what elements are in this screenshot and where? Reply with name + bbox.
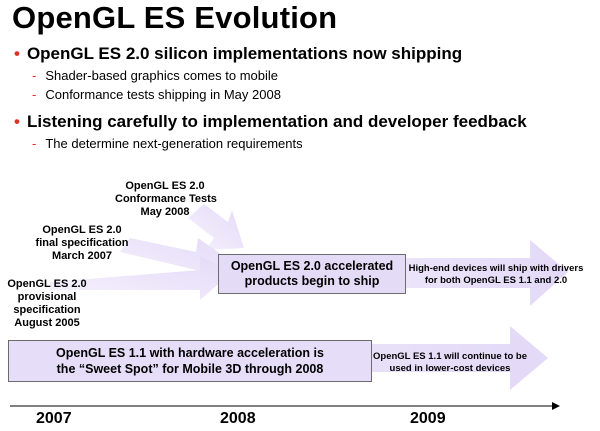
- milestone-conformance-tests: OpenGL ES 2.0 Conformance Tests May 2008: [115, 180, 217, 219]
- milestone-line: OpenGL ES 2.0: [125, 180, 205, 192]
- es20-box-line: OpenGL ES 2.0 accelerated: [230, 259, 394, 273]
- milestone-line: May 2008: [140, 206, 190, 218]
- sub-bullet-1-1: - Shader-based graphics comes to mobile: [32, 68, 278, 83]
- milestone-line: March 2007: [52, 250, 112, 262]
- bullet-1: • OpenGL ES 2.0 silicon implementations n…: [14, 44, 462, 64]
- arrow-provisional-spec: [50, 256, 232, 300]
- milestone-line: OpenGL ES 2.0: [42, 224, 122, 236]
- bullet-2: • Listening carefully to implementation a…: [14, 112, 527, 132]
- timeline-axis-arrowhead: [552, 402, 560, 410]
- milestone-line: final specification: [35, 237, 129, 249]
- arrow-conformance-tests: [188, 204, 244, 250]
- milestone-final-spec: OpenGL ES 2.0 final specification March …: [32, 224, 132, 263]
- es20-box-line: products begin to ship: [244, 274, 380, 288]
- note-lower-cost-devices: OpenGL ES 1.1 will continue to be used i…: [372, 351, 528, 375]
- bullet-dot-icon: •: [14, 112, 20, 131]
- note-line: High-end devices will ship with drivers: [408, 263, 584, 274]
- milestone-line: Conformance Tests: [115, 193, 217, 205]
- es11-box-line: OpenGL ES 1.1 with hardware acceleration…: [56, 346, 324, 360]
- es11-box-line: the “Sweet Spot” for Mobile 3D through 2…: [56, 362, 324, 376]
- note-line: used in lower-cost devices: [389, 363, 511, 374]
- year-2009: 2009: [410, 410, 446, 427]
- bullet-2-text: Listening carefully to implementation an…: [26, 112, 527, 131]
- dash-icon: -: [32, 68, 37, 83]
- dash-icon: -: [32, 136, 37, 151]
- milestone-provisional-spec: OpenGL ES 2.0 provisional specification …: [0, 278, 94, 330]
- sub-bullet-1-1-text: Shader-based graphics comes to mobile: [45, 68, 279, 83]
- es20-products-box: OpenGL ES 2.0 accelerated products begin…: [218, 254, 406, 294]
- note-line: for both OpenGL ES 1.1 and 2.0: [424, 275, 568, 286]
- sub-bullet-2-1-text: The determine next-generation requiremen…: [45, 136, 303, 151]
- sub-bullet-2-1: - The determine next-generation requireme…: [32, 136, 303, 151]
- milestone-line: specification: [13, 304, 81, 316]
- year-2008: 2008: [220, 410, 256, 427]
- sub-bullet-1-2: - Conformance tests shipping in May 2008: [32, 87, 281, 102]
- note-line: OpenGL ES 1.1 will continue to be: [373, 351, 527, 362]
- year-2007: 2007: [36, 410, 72, 427]
- note-high-end-devices: High-end devices will ship with drivers …: [408, 263, 584, 287]
- milestone-line: provisional: [17, 291, 77, 303]
- es11-sweet-spot-box: OpenGL ES 1.1 with hardware acceleration…: [8, 340, 372, 382]
- page-title: OpenGL ES Evolution: [12, 0, 338, 35]
- bullet-1-text: OpenGL ES 2.0 silicon implementations no…: [26, 44, 463, 63]
- milestone-line: OpenGL ES 2.0: [7, 278, 87, 290]
- bullet-dot-icon: •: [14, 44, 20, 63]
- milestone-line: August 2005: [14, 317, 80, 329]
- dash-icon: -: [32, 87, 37, 102]
- sub-bullet-1-2-text: Conformance tests shipping in May 2008: [45, 87, 281, 102]
